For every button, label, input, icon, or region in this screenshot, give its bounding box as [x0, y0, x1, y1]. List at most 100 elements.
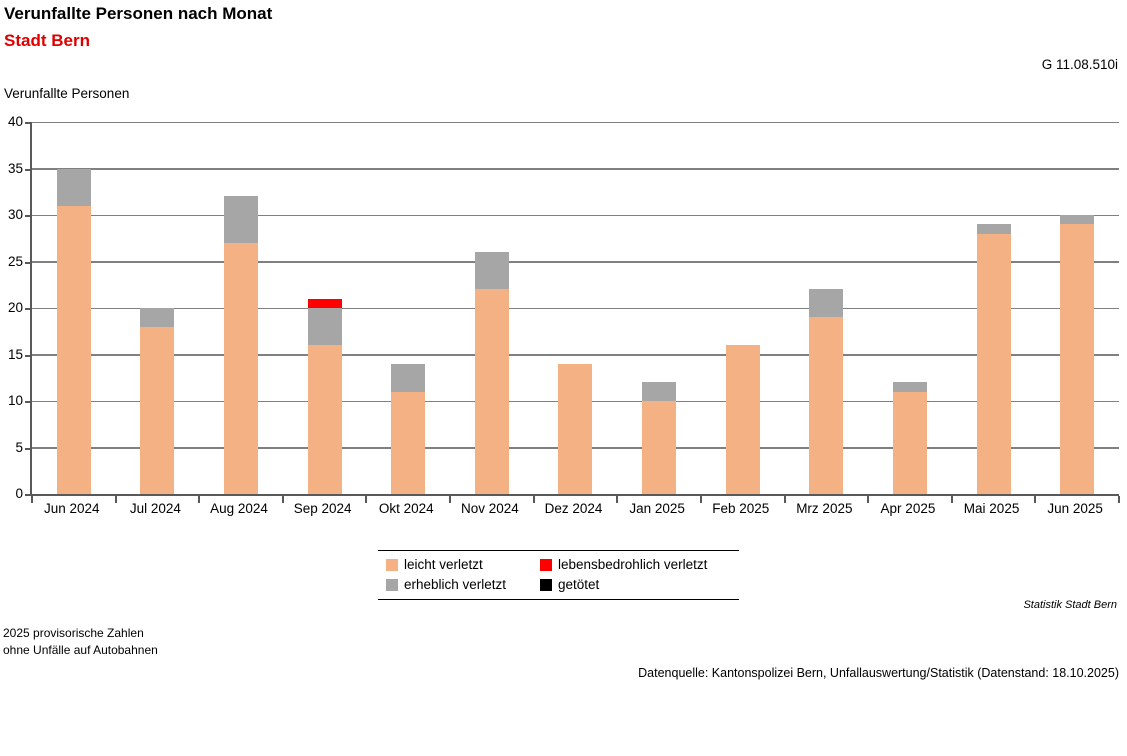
note-line-1: 2025 provisorische Zahlen: [3, 626, 144, 640]
bar-segment-leicht-verletzt: [1060, 224, 1095, 494]
x-axis-tick-label: Jan 2025: [629, 501, 685, 516]
x-axis-tick-label: Apr 2025: [880, 501, 936, 516]
x-axis-tick: [365, 496, 368, 503]
bar-jun-2025: [1060, 122, 1095, 494]
x-axis-tick: [950, 496, 953, 503]
datasource-note: Datenquelle: Kantonspolizei Bern, Unfall…: [638, 666, 1119, 680]
x-axis-tick-label: Jun 2024: [44, 501, 100, 516]
x-axis-tick-label: Mrz 2025: [796, 501, 853, 516]
legend-label: leicht verletzt: [404, 557, 483, 572]
bar-segment-leicht-verletzt: [558, 363, 593, 494]
bar-slot: [952, 122, 1036, 494]
x-axis-tick: [616, 496, 619, 503]
x-axis-tick: [281, 496, 284, 503]
bar-segment-leicht-verletzt: [976, 233, 1011, 494]
gridline: [32, 121, 1119, 123]
x-axis-tick-label: Jun 2025: [1047, 501, 1103, 516]
gridline: [32, 261, 1119, 263]
x-axis-labels: Jun 2024 Jul 2024 Aug 2024 Sep 2024 Okt 2024…: [30, 501, 1117, 519]
bar-okt-2024: [391, 122, 426, 494]
legend-label: lebensbedrohlich verletzt: [558, 557, 708, 572]
bar-segment-erheblich-verletzt: [474, 252, 509, 290]
bar-slot: [1035, 122, 1119, 494]
bar-segment-erheblich-verletzt: [892, 382, 927, 392]
bar-apr-2025: [892, 122, 927, 494]
bar-slot: [868, 122, 952, 494]
x-axis-tick: [31, 496, 33, 503]
y-axis-tick-label: 5: [15, 439, 23, 455]
bar-segment-erheblich-verletzt: [391, 363, 426, 392]
bar-slot: [199, 122, 283, 494]
legend-swatch-icon: [540, 578, 552, 591]
legend-swatch-icon: [540, 558, 552, 571]
y-axis-tick: [25, 494, 32, 496]
bar-segment-erheblich-verletzt: [140, 308, 175, 327]
legend-swatch-icon: [386, 578, 398, 591]
bar-slot: [283, 122, 367, 494]
bar-segment-leicht-verletzt: [725, 345, 760, 494]
y-axis-tick-label: 35: [7, 160, 23, 176]
x-axis-tick: [867, 496, 870, 503]
note-line-2: ohne Unfälle auf Autobahnen: [3, 643, 158, 657]
y-axis-tick: [25, 122, 32, 124]
y-axis-labels: 0 5 10 15 20 25 30 35 40: [0, 114, 23, 501]
graphic-code: G 11.08.510i: [1041, 57, 1118, 72]
y-axis-tick-label: 30: [7, 207, 23, 222]
y-axis-tick-label: 10: [7, 393, 23, 408]
y-axis-tick-label: 40: [7, 114, 23, 129]
bar-segment-leicht-verletzt: [391, 391, 426, 494]
x-axis-tick-label: Sep 2024: [293, 501, 352, 516]
bar-segment-leicht-verletzt: [809, 317, 844, 494]
x-axis-tick-label: Jul 2024: [129, 501, 181, 516]
statistik-note: Statistik Stadt Bern: [1023, 599, 1117, 611]
y-axis-tick: [25, 447, 32, 450]
x-axis-tick-label: Feb 2025: [712, 501, 770, 516]
y-axis-title: Verunfallte Personen: [4, 86, 130, 101]
legend-label: getötet: [558, 577, 600, 592]
chart-legend: leicht verletzt lebensbedrohlich verletzt…: [378, 550, 739, 600]
y-axis-tick-label: 20: [7, 300, 23, 315]
bar-segment-erheblich-verletzt: [642, 382, 677, 401]
x-axis-tick: [449, 496, 452, 503]
x-axis-tick: [783, 496, 786, 503]
bar-segment-leicht-verletzt: [474, 289, 509, 494]
x-axis-tick-label: Dez 2024: [544, 501, 603, 516]
x-axis-tick-label: Aug 2024: [210, 501, 268, 516]
gridline: [32, 354, 1119, 356]
bar-aug-2024: [224, 122, 259, 494]
bar-segment-leicht-verletzt: [140, 326, 175, 494]
bar-dez-2024: [558, 122, 593, 494]
y-axis-tick: [25, 261, 32, 264]
y-axis-tick-label: 15: [7, 346, 23, 362]
legend-item: leicht verletzt: [386, 555, 540, 574]
x-axis-tick-label: Mai 2025: [963, 501, 1020, 516]
gridline: [32, 168, 1119, 170]
bar-mrz-2025: [809, 122, 844, 494]
bar-segment-erheblich-verletzt: [56, 168, 91, 206]
y-axis-tick: [25, 215, 32, 217]
x-axis-tick: [198, 496, 201, 503]
bar-slot: [366, 122, 450, 494]
bar-segment-leicht-verletzt: [892, 391, 927, 494]
x-axis-tick: [1118, 496, 1120, 503]
bar-slot: [32, 122, 116, 494]
bar-jun-2024: [56, 122, 91, 494]
y-axis-tick-label: 25: [7, 253, 23, 269]
y-axis-tick: [25, 354, 32, 357]
legend-label: erheblich verletzt: [404, 577, 507, 592]
bar-segment-leicht-verletzt: [56, 205, 91, 494]
bar-slot: [617, 122, 701, 494]
legend-item: erheblich verletzt: [386, 575, 540, 594]
bar-sep-2024: [307, 122, 342, 494]
gridline: [32, 214, 1119, 216]
bar-feb-2025: [725, 122, 760, 494]
legend-item: lebensbedrohlich verletzt: [540, 555, 731, 574]
bar-slot: [785, 122, 869, 494]
gridline: [32, 307, 1119, 309]
chart-subtitle: Stadt Bern: [4, 31, 90, 50]
bar-mai-2025: [976, 122, 1011, 494]
bar-nov-2024: [474, 122, 509, 494]
y-axis-tick: [25, 168, 32, 171]
bar-jul-2024: [140, 122, 175, 494]
